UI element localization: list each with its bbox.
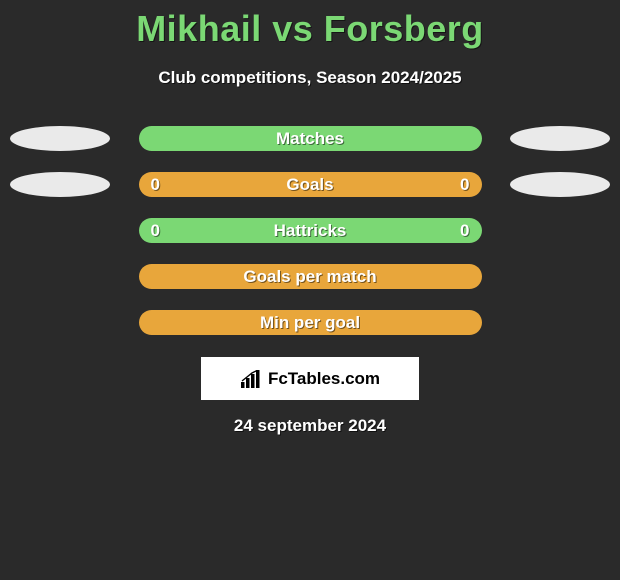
subtitle: Club competitions, Season 2024/2025 [158,68,461,88]
stat-rows: Matches 0 Goals 0 0 Hattricks 0 Goals per match… [0,126,620,335]
stat-bar: 0 Goals 0 [139,172,482,197]
stat-value-right: 0 [460,175,469,195]
stat-label: Hattricks [274,221,347,241]
stat-value-left: 0 [151,175,160,195]
stat-row: Goals per match [0,264,620,289]
page-title: Mikhail vs Forsberg [136,8,484,50]
ellipse-right [510,172,610,197]
stat-label: Matches [276,129,344,149]
stat-bar: 0 Hattricks 0 [139,218,482,243]
stat-value-left: 0 [151,221,160,241]
stat-label: Goals [286,175,333,195]
stat-value-right: 0 [460,221,469,241]
stat-row: 0 Hattricks 0 [0,218,620,243]
bar-chart-icon [240,370,262,388]
stat-row: Min per goal [0,310,620,335]
ellipse-left [10,172,110,197]
stat-bar: Matches [139,126,482,151]
stat-row: 0 Goals 0 [0,172,620,197]
stats-comparison-card: Mikhail vs Forsberg Club competitions, S… [0,0,620,436]
stat-bar: Min per goal [139,310,482,335]
logo-text: FcTables.com [268,369,380,389]
stat-label: Goals per match [243,267,376,287]
ellipse-left [10,126,110,151]
date-label: 24 september 2024 [234,416,386,436]
stat-label: Min per goal [260,313,360,333]
logo-box[interactable]: FcTables.com [201,357,419,400]
stat-bar: Goals per match [139,264,482,289]
ellipse-right [510,126,610,151]
stat-row: Matches [0,126,620,151]
